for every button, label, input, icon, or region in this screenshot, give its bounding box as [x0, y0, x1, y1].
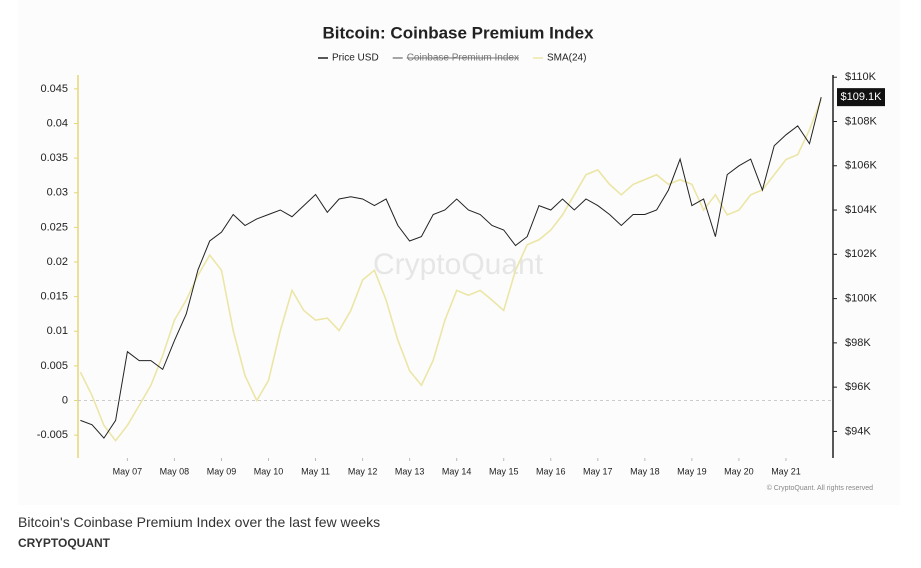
- y-tick-label: 0.045: [40, 83, 68, 95]
- series-line: [80, 96, 822, 439]
- y-tick-label: 0.04: [47, 117, 68, 129]
- chart-title: Bitcoin: Coinbase Premium Index: [322, 23, 594, 42]
- y-tick-label: 0.025: [40, 221, 68, 233]
- y2-tick-label: $96K: [845, 381, 871, 393]
- caption-source: CRYPTOQUANT: [18, 536, 111, 550]
- x-tick-label: May 15: [489, 466, 519, 476]
- x-tick-label: May 16: [536, 466, 566, 476]
- y-tick-label: 0.035: [40, 152, 68, 164]
- x-tick-label: May 11: [301, 466, 330, 476]
- series-line: [79, 98, 822, 443]
- y2-tick-label: $102K: [845, 248, 877, 260]
- x-tick-label: May 12: [348, 466, 378, 476]
- x-tick-label: May 13: [395, 466, 425, 476]
- x-tick-label: May 18: [630, 466, 660, 476]
- x-tick-label: May 07: [113, 466, 143, 476]
- y-tick-label: 0: [62, 394, 68, 406]
- y2-tick-label: $104K: [845, 204, 877, 216]
- y2-tick-label: $110K: [845, 71, 877, 83]
- x-tick-label: May 17: [583, 466, 613, 476]
- watermark: CryptoQuant: [373, 248, 544, 281]
- y-tick-label: 0.005: [40, 360, 68, 372]
- legend-label: Coinbase Premium Index: [407, 53, 519, 64]
- copyright: © CryptoQuant. All rights reserved: [767, 484, 873, 492]
- y2-tick-label: $100K: [845, 293, 877, 305]
- x-tick-label: May 14: [442, 466, 472, 476]
- y-tick-label: -0.005: [37, 429, 68, 441]
- legend-label: Price USD: [332, 53, 379, 64]
- x-tick-label: May 09: [207, 466, 237, 476]
- x-tick-label: May 20: [724, 466, 754, 476]
- x-tick-label: May 10: [254, 466, 284, 476]
- y-tick-label: 0.03: [47, 187, 68, 199]
- chart-background: [18, 0, 900, 505]
- y-tick-label: 0.015: [40, 291, 68, 303]
- y2-tick-label: $108K: [845, 115, 877, 127]
- y2-tick-label: $106K: [845, 160, 877, 172]
- y-tick-label: 0.01: [47, 325, 68, 337]
- chart: Bitcoin: Coinbase Premium Index CryptoQu…: [18, 0, 900, 505]
- y2-tick-label: $98K: [845, 337, 871, 349]
- y-tick-label: 0.02: [47, 256, 68, 268]
- x-tick-label: May 08: [160, 466, 190, 476]
- price-label-box: [837, 88, 885, 107]
- x-tick-label: May 19: [677, 466, 707, 476]
- x-tick-label: May 21: [771, 466, 801, 476]
- caption: Bitcoin's Coinbase Premium Index over th…: [18, 514, 381, 530]
- legend-label: SMA(24): [547, 53, 586, 64]
- y2-tick-label: $94K: [845, 425, 871, 437]
- price-label: $109.1K: [841, 91, 883, 103]
